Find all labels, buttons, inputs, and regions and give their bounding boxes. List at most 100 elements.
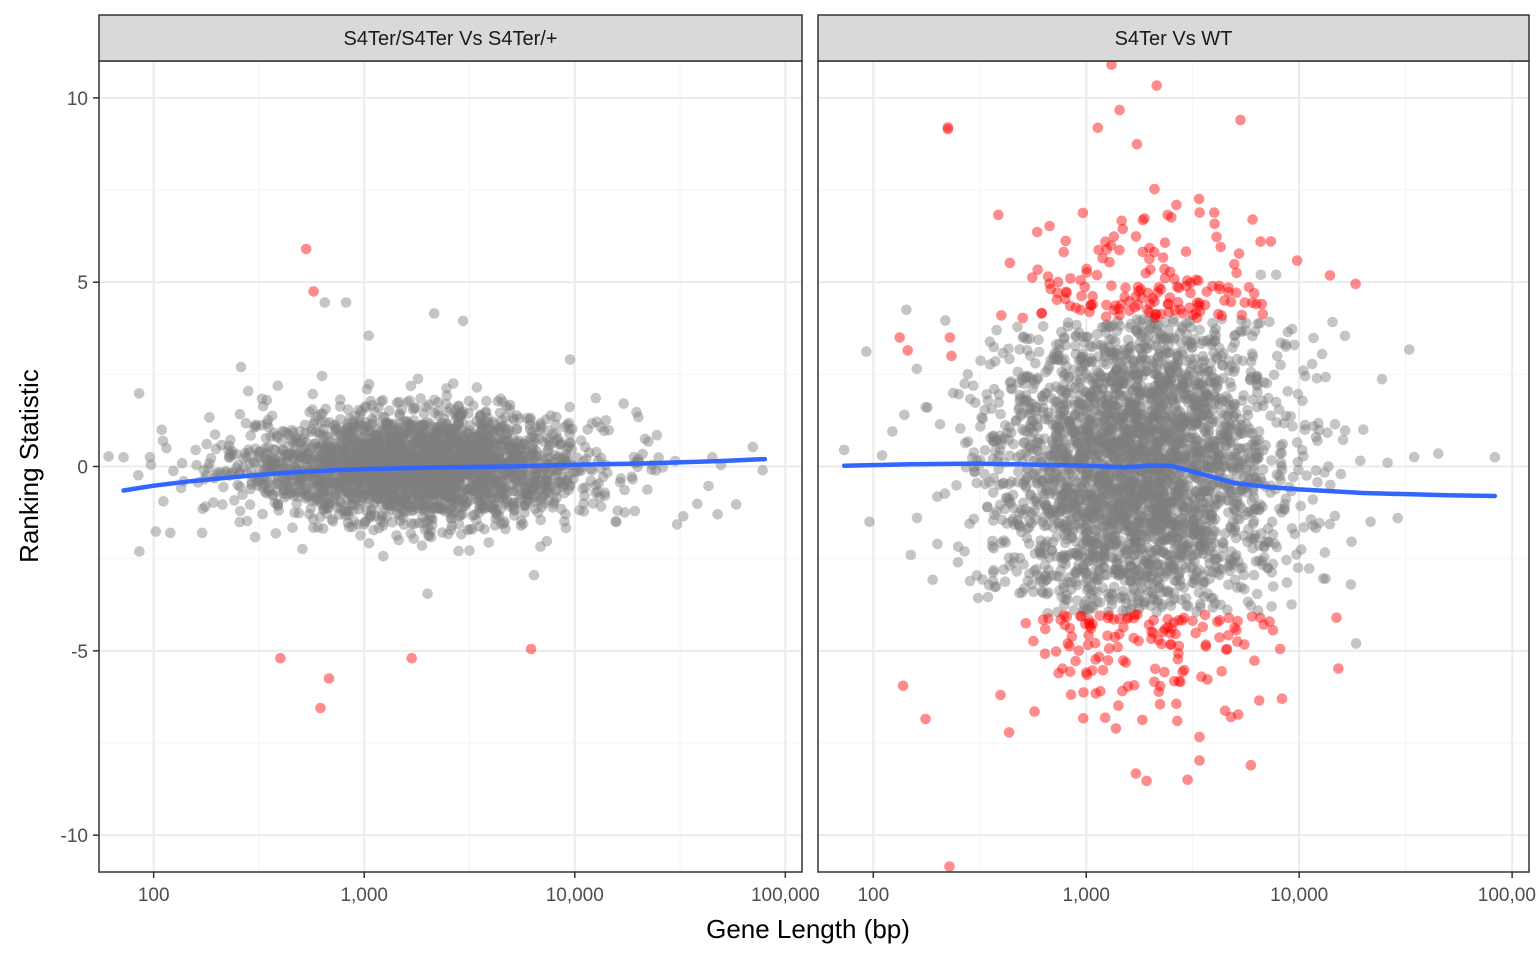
data-point <box>197 504 208 515</box>
data-point <box>1176 529 1187 540</box>
data-point <box>452 429 463 440</box>
data-point <box>541 480 552 491</box>
data-point <box>385 490 396 501</box>
data-point <box>991 325 1002 336</box>
data-point <box>372 493 383 504</box>
data-point <box>190 445 201 456</box>
data-point <box>361 489 372 500</box>
data-point <box>534 451 545 462</box>
data-point <box>940 488 951 499</box>
data-point <box>335 414 346 425</box>
highlighted-data-point <box>526 644 537 655</box>
data-point <box>529 570 540 581</box>
data-point <box>512 423 523 434</box>
data-point <box>1275 360 1286 371</box>
data-point <box>861 346 872 357</box>
data-point <box>1283 327 1294 338</box>
data-point <box>360 401 371 412</box>
data-point <box>1291 549 1302 560</box>
data-point <box>1287 421 1298 432</box>
data-point <box>1283 386 1294 397</box>
data-point <box>1269 370 1280 381</box>
data-point <box>312 493 323 504</box>
data-point <box>627 472 638 483</box>
data-point <box>1074 327 1085 338</box>
data-point <box>1293 563 1304 574</box>
data-point <box>973 593 984 604</box>
data-point <box>457 409 468 420</box>
data-point <box>955 423 966 434</box>
data-point <box>712 509 723 520</box>
data-point <box>391 530 402 541</box>
data-point <box>633 412 644 423</box>
data-point <box>327 514 338 525</box>
data-point <box>565 354 576 365</box>
data-point <box>1276 458 1287 469</box>
data-point <box>692 499 703 510</box>
data-point <box>298 434 309 445</box>
data-point <box>508 486 519 497</box>
data-point <box>514 413 525 424</box>
data-point <box>321 477 332 488</box>
data-point <box>384 405 395 416</box>
data-point <box>1092 329 1103 340</box>
data-point <box>156 425 167 436</box>
data-point <box>540 489 551 500</box>
data-point <box>1063 317 1074 328</box>
data-point <box>287 522 298 533</box>
data-point <box>564 438 575 449</box>
data-point <box>379 443 390 454</box>
data-point <box>381 419 392 430</box>
data-point <box>439 469 450 480</box>
data-point <box>165 528 176 539</box>
data-point <box>354 504 365 515</box>
data-point <box>427 503 438 514</box>
data-point <box>133 470 144 481</box>
data-point <box>368 525 379 536</box>
data-point <box>484 537 495 548</box>
data-point <box>587 465 598 476</box>
data-point <box>1300 420 1311 431</box>
data-point <box>1312 477 1323 488</box>
data-point <box>429 408 440 419</box>
data-point <box>419 473 430 484</box>
data-point <box>472 431 483 442</box>
data-point <box>392 398 403 409</box>
data-point <box>571 466 582 477</box>
data-point <box>103 451 114 462</box>
data-point <box>748 442 759 453</box>
data-point <box>263 484 274 495</box>
data-point <box>618 398 629 409</box>
data-point <box>257 509 268 520</box>
data-point <box>1327 317 1338 328</box>
data-point <box>199 465 210 476</box>
data-point <box>610 516 621 527</box>
data-point <box>260 443 271 454</box>
data-point <box>554 439 565 450</box>
data-point <box>1235 325 1246 336</box>
data-point <box>250 532 261 543</box>
data-point <box>320 430 331 441</box>
data-point <box>1024 506 1035 517</box>
data-point <box>211 444 222 455</box>
data-point <box>1275 475 1286 486</box>
data-point <box>582 424 593 435</box>
data-point <box>963 369 974 380</box>
data-point <box>235 506 246 517</box>
data-point <box>273 380 284 391</box>
data-point <box>535 420 546 431</box>
data-point <box>1244 428 1255 439</box>
data-point <box>1255 318 1266 329</box>
data-point <box>453 418 464 429</box>
data-point <box>912 513 923 524</box>
data-point <box>210 429 221 440</box>
data-point <box>500 524 511 535</box>
data-point <box>365 511 376 522</box>
data-point <box>425 485 436 496</box>
data-point <box>1227 342 1238 353</box>
data-point <box>430 433 441 444</box>
data-point <box>118 452 129 463</box>
data-point <box>559 422 570 433</box>
x-tick-label: 100,000 <box>751 885 820 906</box>
